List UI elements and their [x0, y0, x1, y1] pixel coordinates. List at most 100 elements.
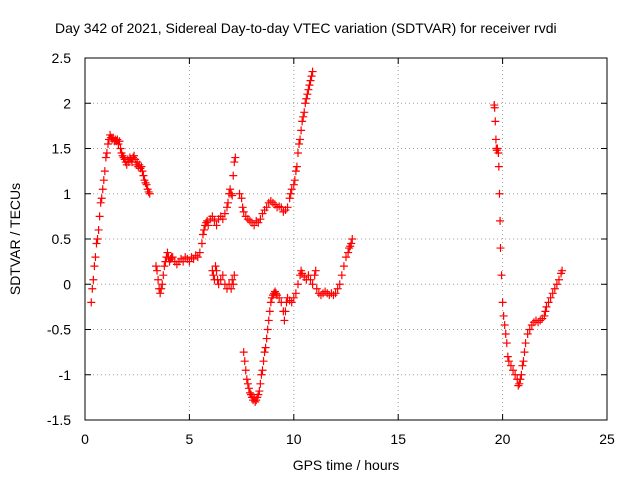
data-point [516, 375, 525, 384]
data-point [145, 189, 154, 198]
data-point [303, 90, 312, 99]
data-point [290, 176, 299, 185]
data-point [279, 207, 288, 216]
data-point [216, 275, 225, 284]
x-tick-label: 5 [186, 431, 194, 447]
data-point [156, 289, 165, 298]
data-point [94, 225, 103, 234]
data-point [504, 357, 513, 366]
data-point [210, 216, 219, 225]
data-point [154, 275, 163, 284]
y-tick-label: 2.5 [52, 50, 72, 66]
x-tick-label: 25 [599, 431, 615, 447]
data-point [494, 162, 503, 171]
data-point [245, 388, 254, 397]
data-point [200, 225, 209, 234]
data-point [291, 167, 300, 176]
y-tick-label: -1 [59, 367, 72, 383]
data-point [160, 262, 169, 271]
data-point [163, 248, 172, 257]
data-point [265, 307, 274, 316]
data-point [333, 284, 342, 293]
data-point [218, 271, 227, 280]
x-tick-labels: 0 5 10 15 20 25 [81, 431, 615, 447]
data-point [342, 253, 350, 262]
data-point [514, 381, 523, 390]
data-point [316, 291, 325, 300]
data-point [495, 189, 504, 198]
data-point [291, 289, 300, 298]
data-point [264, 316, 273, 325]
data-point [197, 239, 206, 248]
data-point [552, 280, 561, 289]
data-point [289, 180, 298, 189]
data-point [339, 262, 348, 271]
data-point [308, 67, 317, 76]
data-point [260, 348, 269, 357]
data-point [103, 139, 112, 148]
data-point [195, 248, 204, 257]
data-point [490, 103, 499, 112]
data-point [286, 189, 295, 198]
x-tick-label: 20 [495, 431, 511, 447]
data-point [292, 162, 301, 171]
data-point [506, 361, 515, 370]
data-point [138, 167, 147, 176]
data-point [89, 275, 98, 284]
data-point [87, 298, 96, 307]
data-point [541, 307, 550, 316]
data-point [262, 203, 271, 212]
data-point [496, 216, 505, 225]
data-point [263, 325, 272, 334]
data-point [275, 202, 284, 211]
data-point [281, 307, 290, 316]
data-point [337, 271, 346, 280]
data-point [347, 239, 356, 248]
data-point [299, 112, 308, 121]
data-point [523, 330, 532, 339]
data-point [157, 284, 166, 293]
data-point [230, 271, 239, 280]
data-point [130, 151, 139, 160]
data-point [496, 244, 505, 253]
data-point [254, 390, 263, 399]
data-point [501, 330, 510, 339]
data-point [224, 198, 233, 207]
data-point [98, 185, 107, 194]
data-point [239, 348, 248, 357]
data-point [302, 94, 311, 103]
data-point [142, 180, 151, 189]
data-point [497, 271, 506, 280]
y-tick-label: -1.5 [47, 412, 71, 428]
data-point [244, 384, 253, 393]
data-point [515, 379, 524, 388]
data-point [500, 320, 509, 329]
data-point [308, 280, 317, 289]
plot-frame [84, 57, 608, 421]
data-point [518, 361, 527, 370]
data-point [287, 185, 296, 194]
data-point [231, 153, 240, 162]
chart-title: Day 342 of 2021, Sidereal Day-to-day VTE… [55, 20, 557, 36]
data-point [241, 366, 250, 375]
data-point [220, 209, 229, 218]
y-axis-label: SDTVAR / TECUs [7, 183, 23, 295]
data-point [239, 207, 248, 216]
data-point [293, 280, 302, 289]
data-point [275, 293, 284, 302]
data-point [550, 284, 559, 293]
y-tick-label: 0 [63, 276, 71, 292]
data-point [295, 139, 304, 148]
data-point [212, 221, 221, 230]
data-point [298, 117, 307, 126]
data-point [306, 76, 315, 85]
data-point [257, 370, 266, 379]
data-point [261, 343, 270, 352]
data-point [96, 198, 105, 207]
data-point [304, 85, 313, 94]
data-point [218, 215, 227, 224]
data-point [185, 257, 194, 266]
data-point [139, 171, 148, 180]
data-point [525, 325, 534, 334]
